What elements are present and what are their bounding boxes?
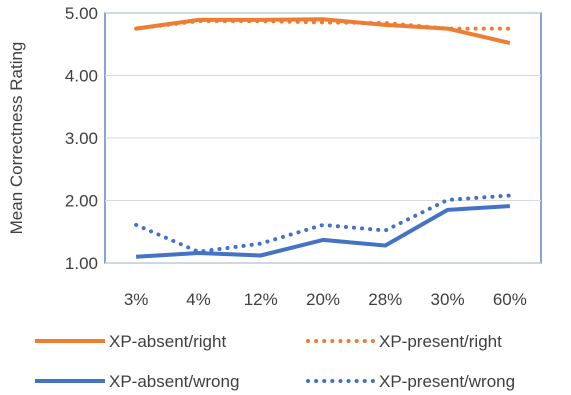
y-tick-label: 5.00	[65, 4, 98, 23]
x-tick-label: 28%	[368, 290, 402, 309]
x-tick-label: 3%	[124, 290, 149, 309]
y-tick-labels: 1.00 2.00 3.00 4.00 5.00	[65, 4, 98, 273]
x-tick-label: 4%	[186, 290, 211, 309]
legend: XP-absent/right XP-present/right XP-absent…	[35, 332, 515, 391]
y-tick-label: 2.00	[65, 192, 98, 211]
x-tick-label: 60%	[493, 290, 527, 309]
series-line-xp-absent-right	[135, 17, 511, 45]
x-tick-label: 30%	[431, 290, 465, 309]
y-tick-label: 3.00	[65, 129, 98, 148]
series-line-xp-present-right	[134, 19, 512, 31]
x-tick-label: 12%	[244, 290, 278, 309]
x-tick-label: 20%	[306, 290, 340, 309]
series-lines	[134, 17, 512, 259]
series-line-xp-absent-wrong	[135, 204, 511, 259]
y-tick-label: 4.00	[65, 67, 98, 86]
legend-label: XP-absent/right	[109, 332, 226, 351]
y-axis-label: Mean Correctness Rating	[7, 42, 26, 235]
x-tick-labels: 3% 4% 12% 20% 28% 30% 60%	[124, 290, 527, 309]
legend-label: XP-present/wrong	[379, 372, 515, 391]
series-line-xp-present-wrong	[134, 193, 512, 254]
gridlines	[105, 12, 541, 264]
legend-label: XP-present/right	[379, 332, 502, 351]
y-tick-label: 1.00	[65, 254, 98, 273]
legend-label: XP-absent/wrong	[109, 372, 239, 391]
